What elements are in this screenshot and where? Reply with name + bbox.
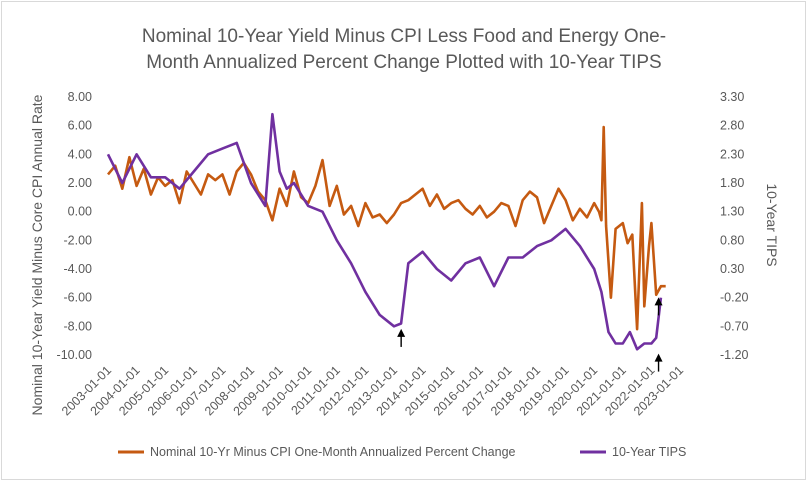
left-axis-tick-label: 4.00 <box>68 147 92 161</box>
legend-label-nominal: Nominal 10-Yr Minus CPI One-Month Annual… <box>150 445 516 459</box>
chart-title-line-2: Month Annualized Percent Change Plotted … <box>146 52 661 73</box>
right-axis-tick-label: 3.30 <box>720 90 744 104</box>
x-axis-ticks: 2003-01-012004-01-012005-01-012006-01-01… <box>59 363 686 418</box>
left-axis-label: Nominal 10-Year Yield Minus Core CPI Ann… <box>29 94 45 415</box>
chart-title-line-1: Nominal 10-Year Yield Minus CPI Less Foo… <box>142 26 666 47</box>
right-axis-tick-label: -0.20 <box>720 291 749 305</box>
legend: Nominal 10-Yr Minus CPI One-Month Annual… <box>118 445 686 459</box>
right-axis-tick-label: -1.20 <box>720 348 749 362</box>
right-axis-tick-label: 2.30 <box>720 147 744 161</box>
annotation-arrow <box>654 297 663 316</box>
right-axis-tick-label: 1.30 <box>720 205 744 219</box>
left-axis-tick-label: -8.00 <box>64 319 93 333</box>
left-axis-ticks: 8.00 6.00 4.00 2.00 0.00 -2.00 -4.00 -6.00 -8.00… <box>57 90 92 362</box>
right-axis-tick-label: 1.80 <box>720 176 744 190</box>
left-axis-tick-label: -4.00 <box>64 262 93 276</box>
annotation-layer <box>397 297 663 372</box>
right-axis-tick-label: 0.80 <box>720 233 744 247</box>
series-line-nominal <box>107 125 666 331</box>
right-axis-tick-label: 0.30 <box>720 262 744 276</box>
left-axis-tick-label: 8.00 <box>68 90 92 104</box>
legend-label-tips: 10-Year TIPS <box>612 445 686 459</box>
left-axis-tick-label: 0.00 <box>68 205 92 219</box>
left-axis-tick-label: 2.00 <box>68 176 92 190</box>
left-axis-tick-label: -10.00 <box>57 348 92 362</box>
annotation-arrow <box>654 353 663 372</box>
right-axis-tick-label: -0.70 <box>720 319 749 333</box>
series-line-tips <box>106 112 663 351</box>
series-layer <box>106 112 666 351</box>
right-axis-ticks: 3.30 2.80 2.30 1.80 1.30 0.80 0.30 -0.20 -0.70 -1… <box>720 90 749 362</box>
left-axis-tick-label: -6.00 <box>64 291 93 305</box>
annotation-arrow <box>397 328 406 347</box>
right-axis-label: 10-Year TIPS <box>764 183 780 266</box>
left-axis-tick-label: 6.00 <box>68 119 92 133</box>
right-axis-tick-label: 2.80 <box>720 119 744 133</box>
left-axis-tick-label: -2.00 <box>64 233 93 247</box>
